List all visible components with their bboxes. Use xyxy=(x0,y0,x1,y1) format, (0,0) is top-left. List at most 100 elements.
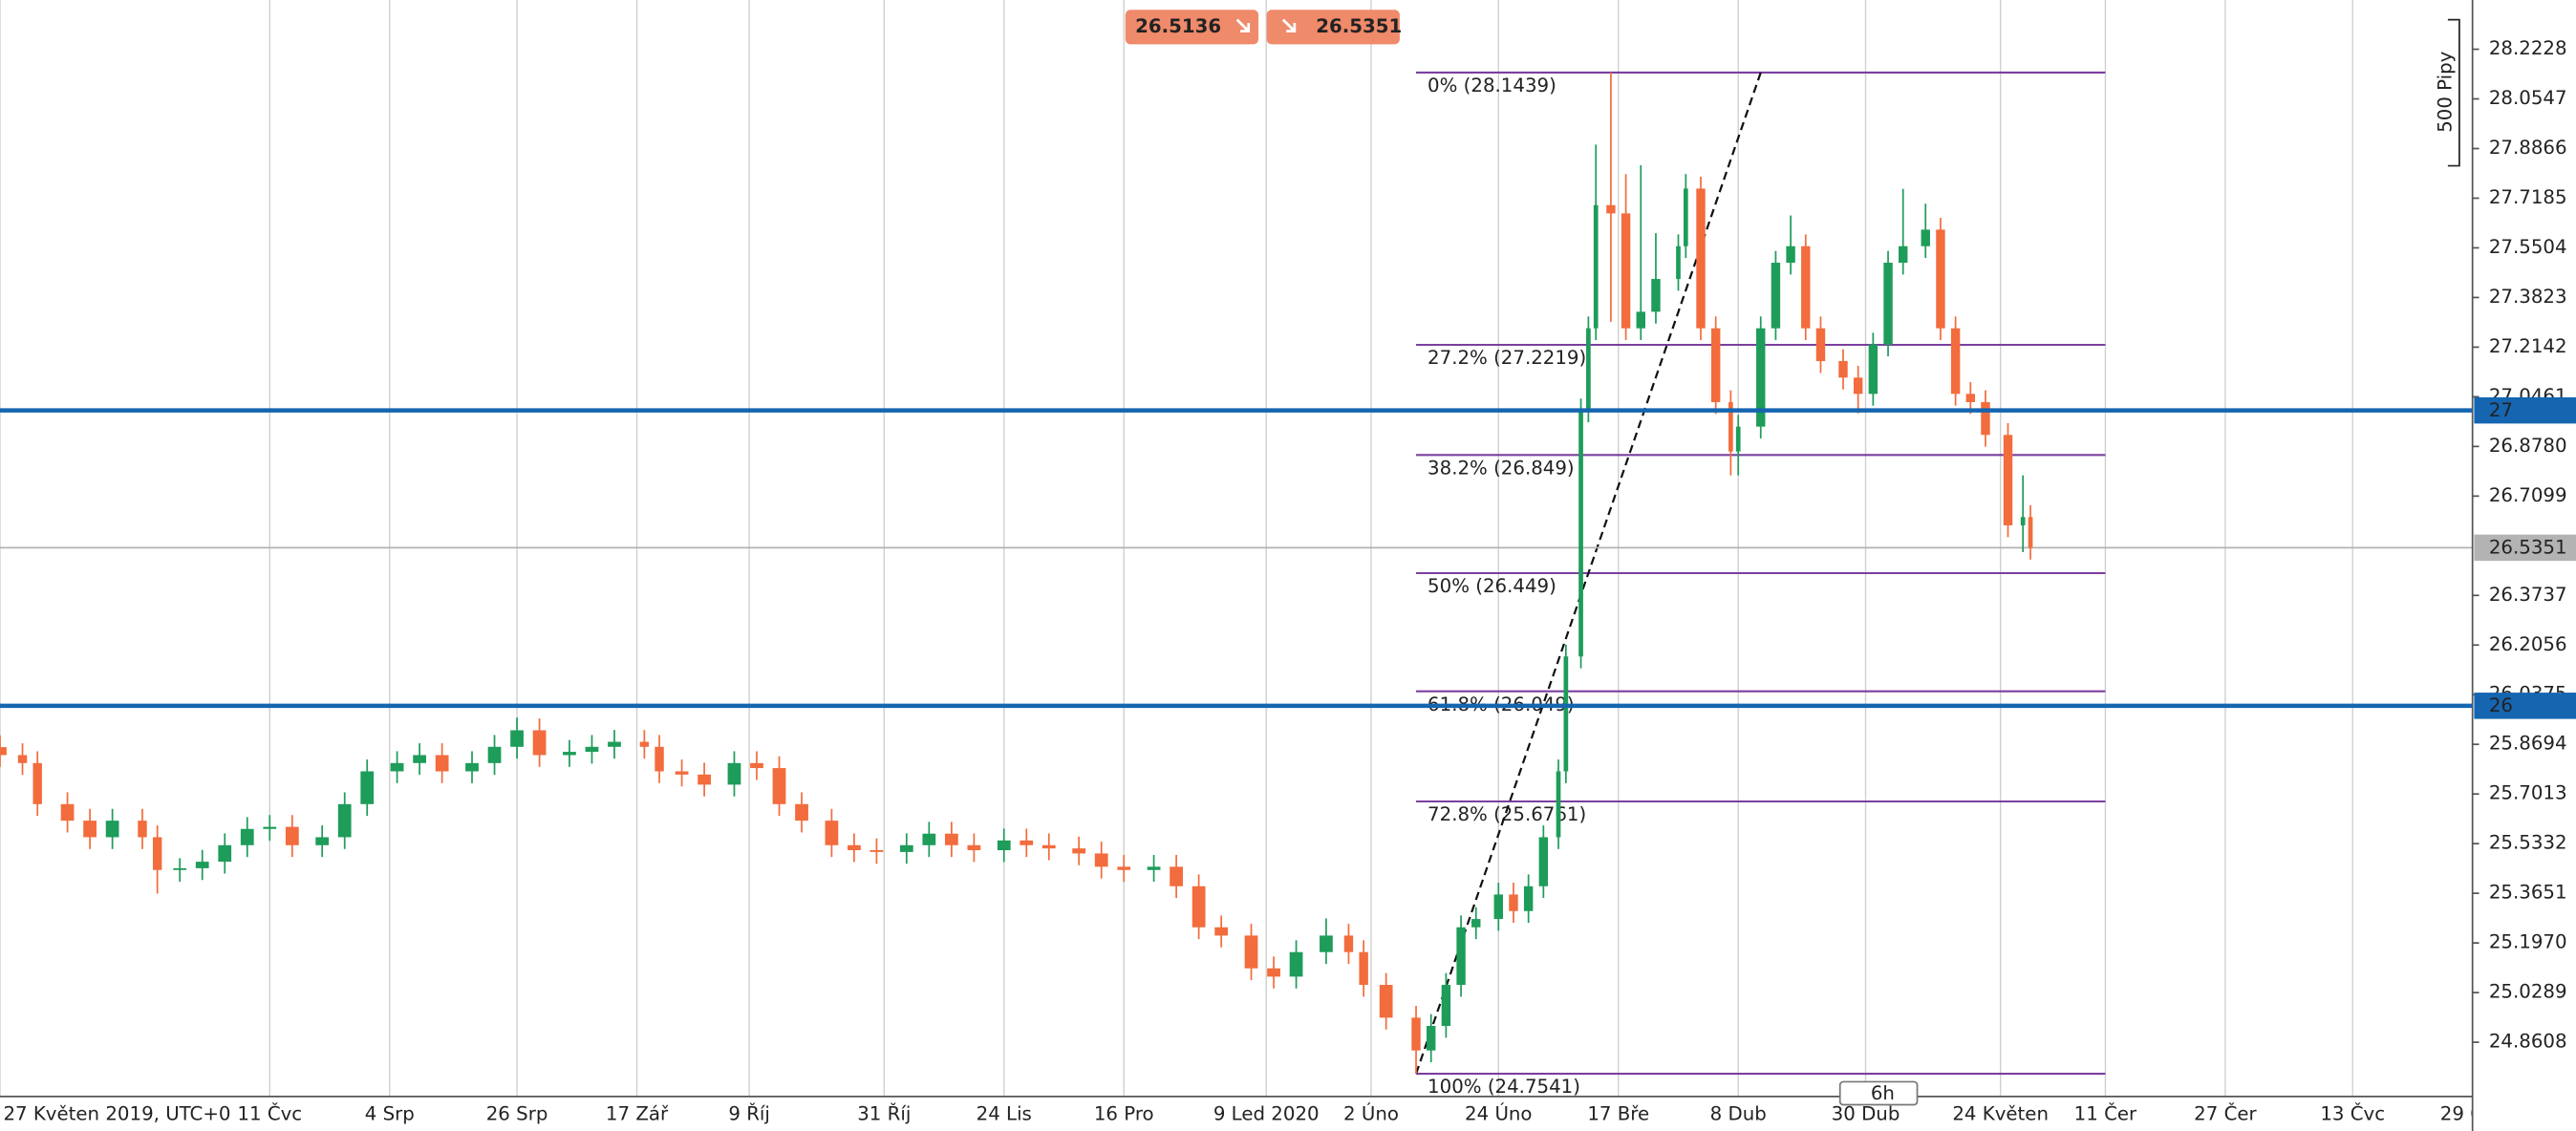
last-price-label: 26.5351 xyxy=(2489,537,2567,559)
candle-body xyxy=(997,840,1011,851)
candle-body xyxy=(60,803,75,822)
candle-body xyxy=(698,774,711,785)
level-label: 26 xyxy=(2489,694,2513,716)
x-tick-label: 16 Pro xyxy=(1094,1102,1154,1124)
candle-body xyxy=(563,752,576,756)
bid-button[interactable] xyxy=(1125,10,1259,45)
y-tick-label: 25.0289 xyxy=(2489,981,2567,1003)
ask-button[interactable] xyxy=(1266,10,1400,45)
candle-body xyxy=(487,746,502,763)
candle-body xyxy=(1899,245,1908,264)
candle-body xyxy=(105,821,119,838)
candle-body xyxy=(390,762,404,772)
arrow-icon xyxy=(1281,18,1297,33)
candle-body xyxy=(1786,245,1795,264)
candle-body xyxy=(1456,927,1466,986)
x-tick-label: 24 Květen xyxy=(1952,1102,2049,1124)
candle-body xyxy=(1170,866,1183,886)
candle-body xyxy=(795,803,808,822)
candle-body xyxy=(152,837,162,870)
candle-body xyxy=(1853,377,1863,395)
fib-label: 0% (28.1439) xyxy=(1428,75,1556,96)
price-axis-bg xyxy=(2472,0,2576,1131)
y-tick-label: 27.3823 xyxy=(2489,286,2567,308)
scale-label: 500 Pipy xyxy=(2435,51,2457,132)
candle-body xyxy=(1606,204,1616,214)
fib-label: 27.2% (27.2219) xyxy=(1428,347,1586,369)
candle-body xyxy=(825,821,839,845)
y-tick-label: 28.0547 xyxy=(2489,87,2567,109)
x-tick-label: 26 Srp xyxy=(486,1102,548,1124)
candle-body xyxy=(1981,401,1990,436)
y-tick-label: 25.1970 xyxy=(2489,931,2567,953)
candle-body xyxy=(1320,935,1333,952)
candle-body xyxy=(1563,656,1569,772)
bid-price: 26.5136 xyxy=(1135,15,1221,37)
candle-body xyxy=(1735,426,1741,452)
y-tick-label: 25.7013 xyxy=(2489,782,2567,804)
candle-body xyxy=(1868,344,1878,395)
candle-body xyxy=(1556,771,1561,838)
x-tick-label: 17 Bře xyxy=(1587,1102,1649,1124)
candle-body xyxy=(1041,844,1056,849)
candle-body xyxy=(1801,245,1811,329)
candle-body xyxy=(869,850,884,852)
scale-bracket xyxy=(2447,18,2460,167)
candle-body xyxy=(1094,853,1108,867)
candle-body xyxy=(1921,229,1930,246)
candle-body xyxy=(1343,935,1354,952)
y-tick-label: 26.2056 xyxy=(2489,633,2567,655)
arrow-icon xyxy=(1235,18,1251,33)
candle-body xyxy=(1683,188,1688,246)
candle-body xyxy=(285,826,299,845)
x-tick-label: 27 Květen 2019, UTC+0 xyxy=(3,1102,230,1124)
candle-body xyxy=(1427,1026,1436,1051)
candle-body xyxy=(848,844,861,851)
candle-body xyxy=(1523,886,1534,911)
candle-body xyxy=(138,821,147,838)
candle-body xyxy=(1950,328,1961,395)
candle-body xyxy=(263,826,277,829)
candle-body xyxy=(1883,263,1893,345)
candle-body xyxy=(639,741,650,747)
candle-body xyxy=(0,747,7,756)
candle-body xyxy=(413,755,426,763)
fib-label: 50% (26.449) xyxy=(1428,575,1556,597)
candle-body xyxy=(218,844,232,863)
candle-body xyxy=(465,762,479,772)
last-price-tag xyxy=(2474,534,2576,562)
y-tick-label: 26.3737 xyxy=(2489,584,2567,606)
candle-body xyxy=(1538,837,1549,886)
x-tick-label: 9 Říj xyxy=(728,1102,770,1124)
candle-body xyxy=(1586,328,1591,411)
candle-body xyxy=(1267,968,1280,977)
candle-body xyxy=(1578,410,1583,657)
y-tick-label: 24.8608 xyxy=(2489,1031,2567,1053)
x-tick-label: 31 Říj xyxy=(857,1102,911,1124)
y-tick-label: 26.7099 xyxy=(2489,484,2567,506)
x-tick-label: 17 Zář xyxy=(606,1102,669,1124)
candle-body xyxy=(1072,848,1086,854)
x-tick-label: 8 Dub xyxy=(1710,1102,1767,1124)
candle-body xyxy=(655,746,664,772)
y-tick-label: 27.5504 xyxy=(2489,236,2567,258)
candle-body xyxy=(2003,435,2013,525)
timeframe-label: 6h xyxy=(1871,1082,1895,1104)
x-tick-label: 11 Čer xyxy=(2074,1101,2137,1124)
candle-body xyxy=(1411,1017,1421,1051)
candle-body xyxy=(510,730,524,747)
timeframe-box[interactable] xyxy=(1838,1080,1919,1106)
candle-body xyxy=(1379,985,1393,1018)
candle-body xyxy=(83,821,97,838)
ask-price: 26.5351 xyxy=(1316,15,1402,37)
x-tick-label: 4 Srp xyxy=(365,1102,415,1124)
candle-body xyxy=(1728,401,1733,452)
candle-body xyxy=(2020,517,2026,525)
candle-body xyxy=(1676,245,1681,280)
candle-body xyxy=(1593,204,1599,329)
candle-body xyxy=(675,771,689,775)
y-tick-label: 25.5332 xyxy=(2489,832,2567,854)
